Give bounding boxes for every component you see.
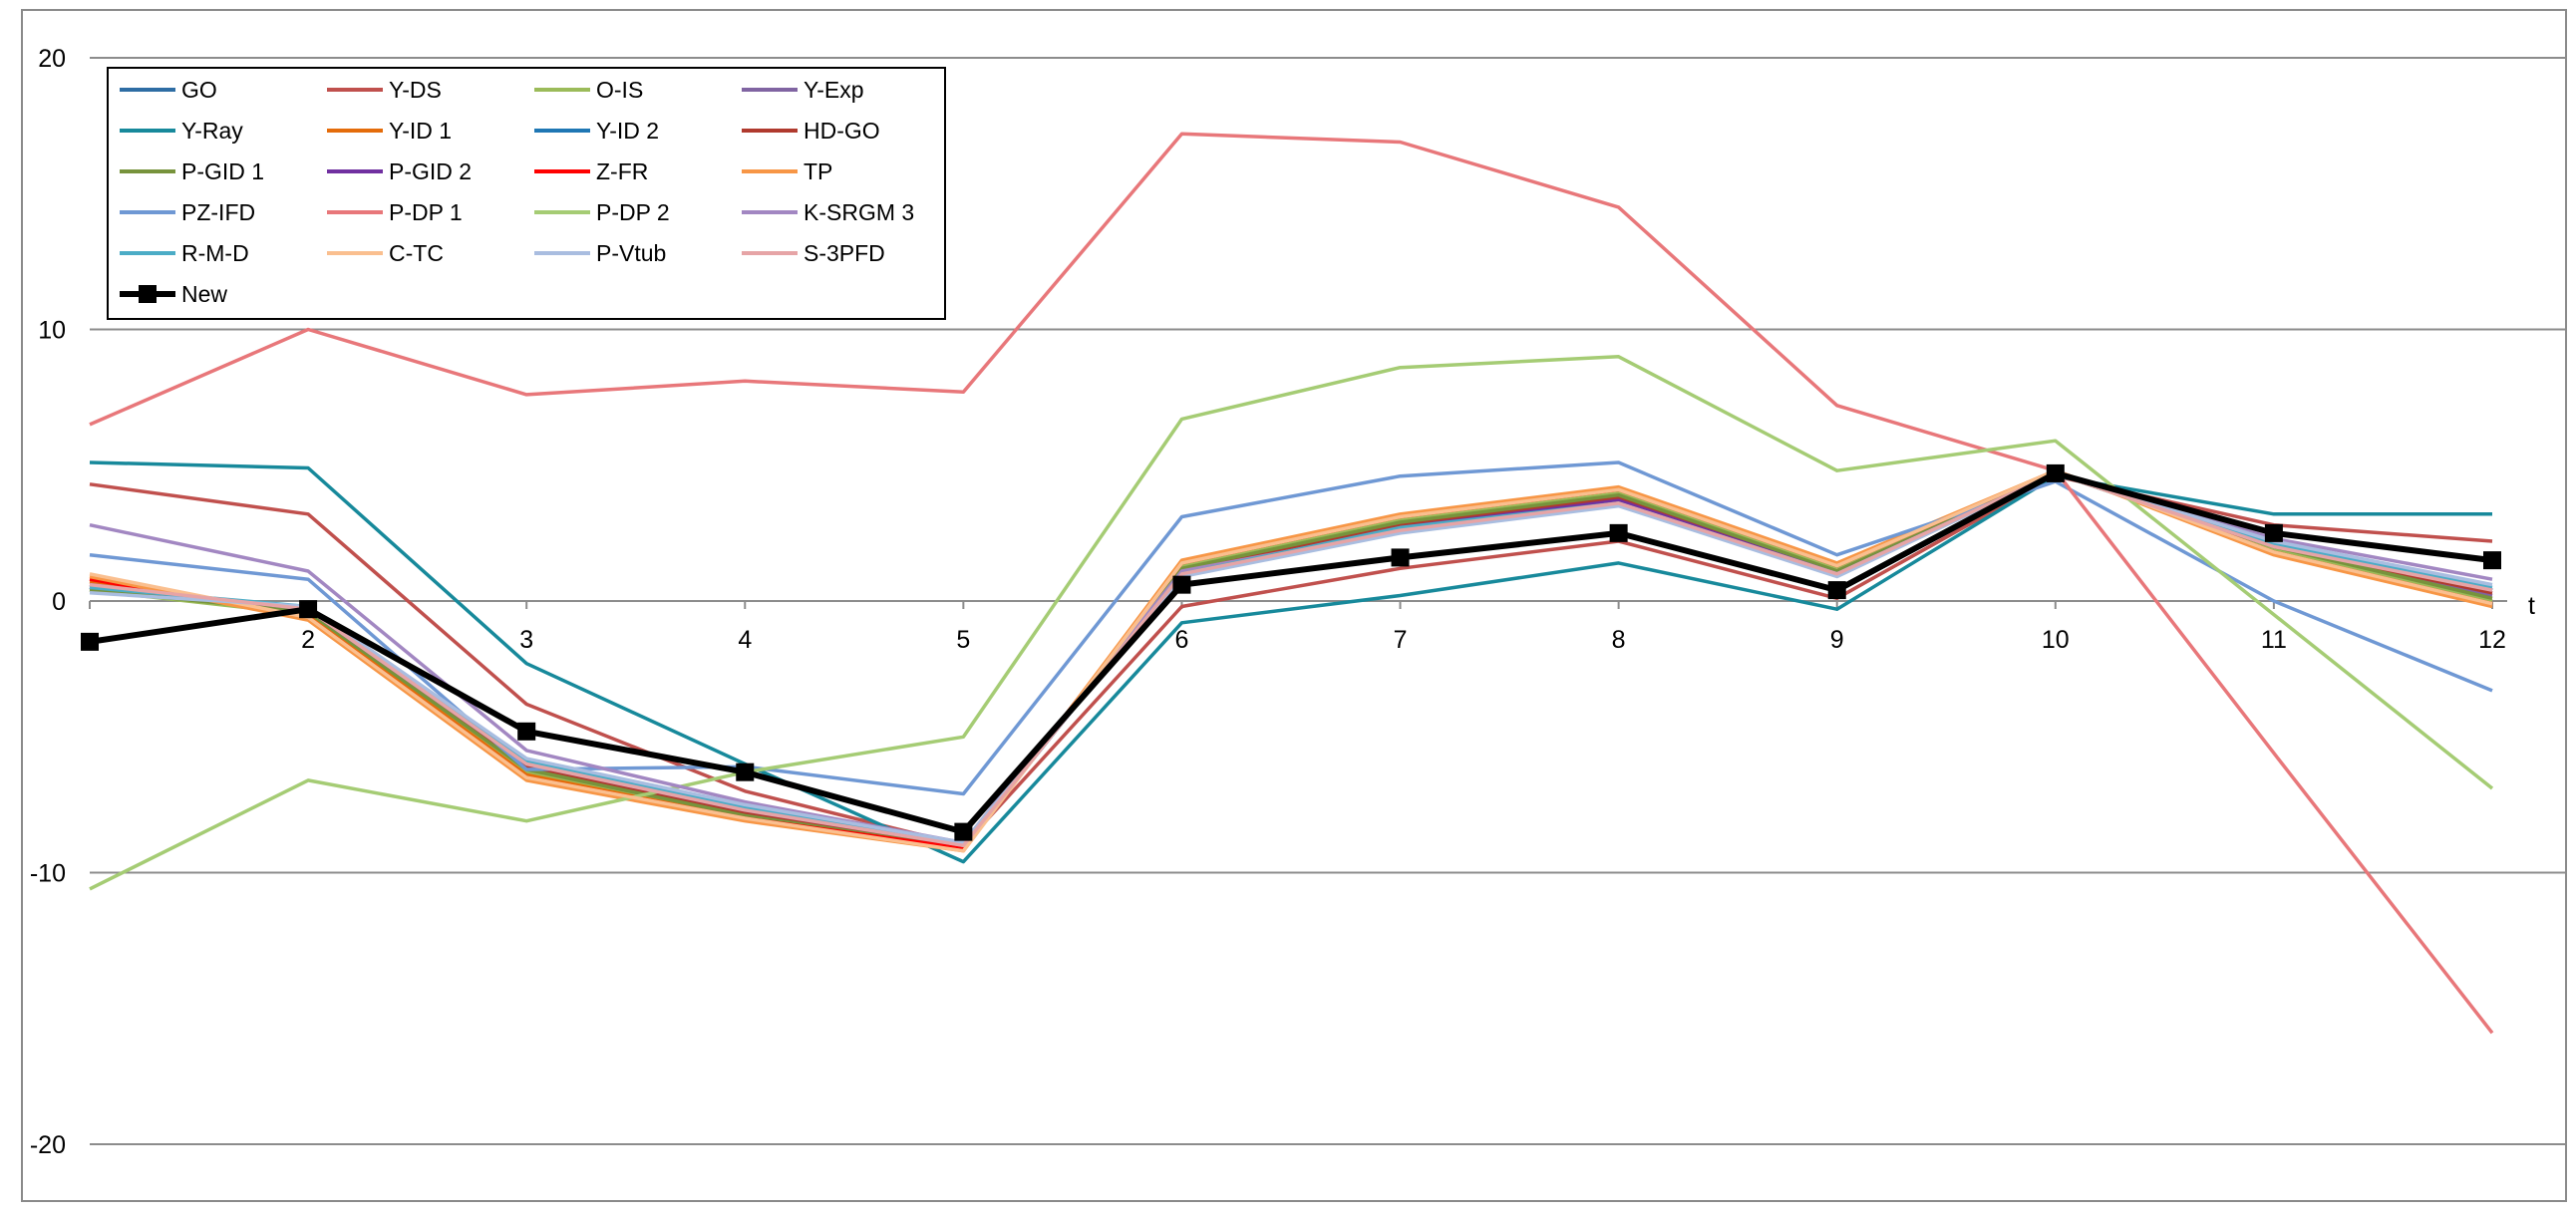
x-tick-label: 11 bbox=[2261, 626, 2287, 654]
new-data-point bbox=[1609, 523, 1628, 542]
new-data-point bbox=[736, 762, 755, 781]
new-data-point bbox=[1172, 575, 1191, 594]
y-tick-label: 0 bbox=[52, 588, 66, 616]
x-tick-label: 5 bbox=[956, 626, 970, 654]
y-tick-label: 20 bbox=[38, 45, 66, 73]
legend-entry-label: New bbox=[181, 281, 227, 307]
x-axis-title: t bbox=[2528, 592, 2535, 620]
legend-entry-label: P-GID 2 bbox=[389, 158, 472, 184]
x-tick-label: 7 bbox=[1394, 626, 1408, 654]
series-line-p-dp-2 bbox=[89, 355, 2494, 891]
gridlines bbox=[90, 57, 2567, 1145]
x-tick-label: 2 bbox=[301, 626, 315, 654]
new-data-point bbox=[2483, 551, 2501, 570]
y-tick-label: -10 bbox=[30, 860, 66, 888]
series-lines bbox=[89, 132, 2494, 1035]
legend: GO Y-DS O-IS Y-Exp Y-Ray Y-ID 1 Y-ID 2 HD-GO P-G… bbox=[107, 67, 946, 320]
legend-entry-label: PZ-IFD bbox=[181, 199, 255, 225]
x-tick-label: 12 bbox=[2478, 626, 2506, 654]
new-data-point bbox=[81, 632, 99, 651]
series-line-new bbox=[89, 469, 2493, 835]
x-tick-label: 3 bbox=[519, 626, 533, 654]
new-data-point bbox=[954, 822, 973, 841]
legend-entry-label: HD-GO bbox=[804, 118, 880, 144]
y-axis-tick-labels: 20 10 0 -10 -20 bbox=[30, 45, 66, 1159]
legend-entry-label: O-IS bbox=[596, 77, 643, 103]
new-series-markers bbox=[81, 463, 2501, 841]
new-data-point bbox=[1827, 581, 1846, 600]
x-tick-label: 4 bbox=[738, 626, 752, 654]
legend-entry-label: Z-FR bbox=[596, 158, 648, 184]
series-line-p-dp-1 bbox=[89, 132, 2494, 1035]
x-axis-tick-labels: 2 3 4 5 6 7 8 9 10 11 12 bbox=[301, 626, 2506, 654]
y-tick-label: 10 bbox=[38, 317, 66, 345]
new-data-point bbox=[1391, 548, 1410, 567]
legend-entry-label: P-Vtub bbox=[596, 240, 666, 266]
legend-entry-label: S-3PFD bbox=[804, 240, 885, 266]
legend-entry-label: Y-ID 1 bbox=[389, 118, 452, 144]
legend-entry-label: P-DP 1 bbox=[389, 199, 463, 225]
legend-entry-label: R-M-D bbox=[181, 240, 249, 266]
new-data-point bbox=[517, 722, 536, 741]
legend-entry-label: Y-Exp bbox=[804, 77, 864, 103]
legend-entry-label: C-TC bbox=[389, 240, 444, 266]
legend-entry-label: GO bbox=[181, 77, 217, 103]
legend-entry-label: Y-DS bbox=[389, 77, 442, 103]
x-tick-label: 8 bbox=[1612, 626, 1626, 654]
legend-entry-label: P-DP 2 bbox=[596, 199, 670, 225]
legend-entry-label: Y-ID 2 bbox=[596, 118, 659, 144]
new-data-point bbox=[2264, 523, 2283, 542]
legend-marker bbox=[139, 285, 157, 303]
new-data-point bbox=[2046, 463, 2065, 482]
x-tick-label: 9 bbox=[1830, 626, 1844, 654]
legend-entry-label: K-SRGM 3 bbox=[804, 199, 914, 225]
legend-entry-label: Y-Ray bbox=[181, 118, 243, 144]
legend-entry-label: P-GID 1 bbox=[181, 158, 264, 184]
x-tick-label: 10 bbox=[2042, 626, 2070, 654]
legend-box bbox=[107, 67, 946, 320]
x-tick-label: 6 bbox=[1175, 626, 1189, 654]
new-data-point bbox=[299, 600, 318, 619]
legend-entry-label: TP bbox=[804, 158, 832, 184]
y-tick-label: -20 bbox=[30, 1131, 66, 1159]
